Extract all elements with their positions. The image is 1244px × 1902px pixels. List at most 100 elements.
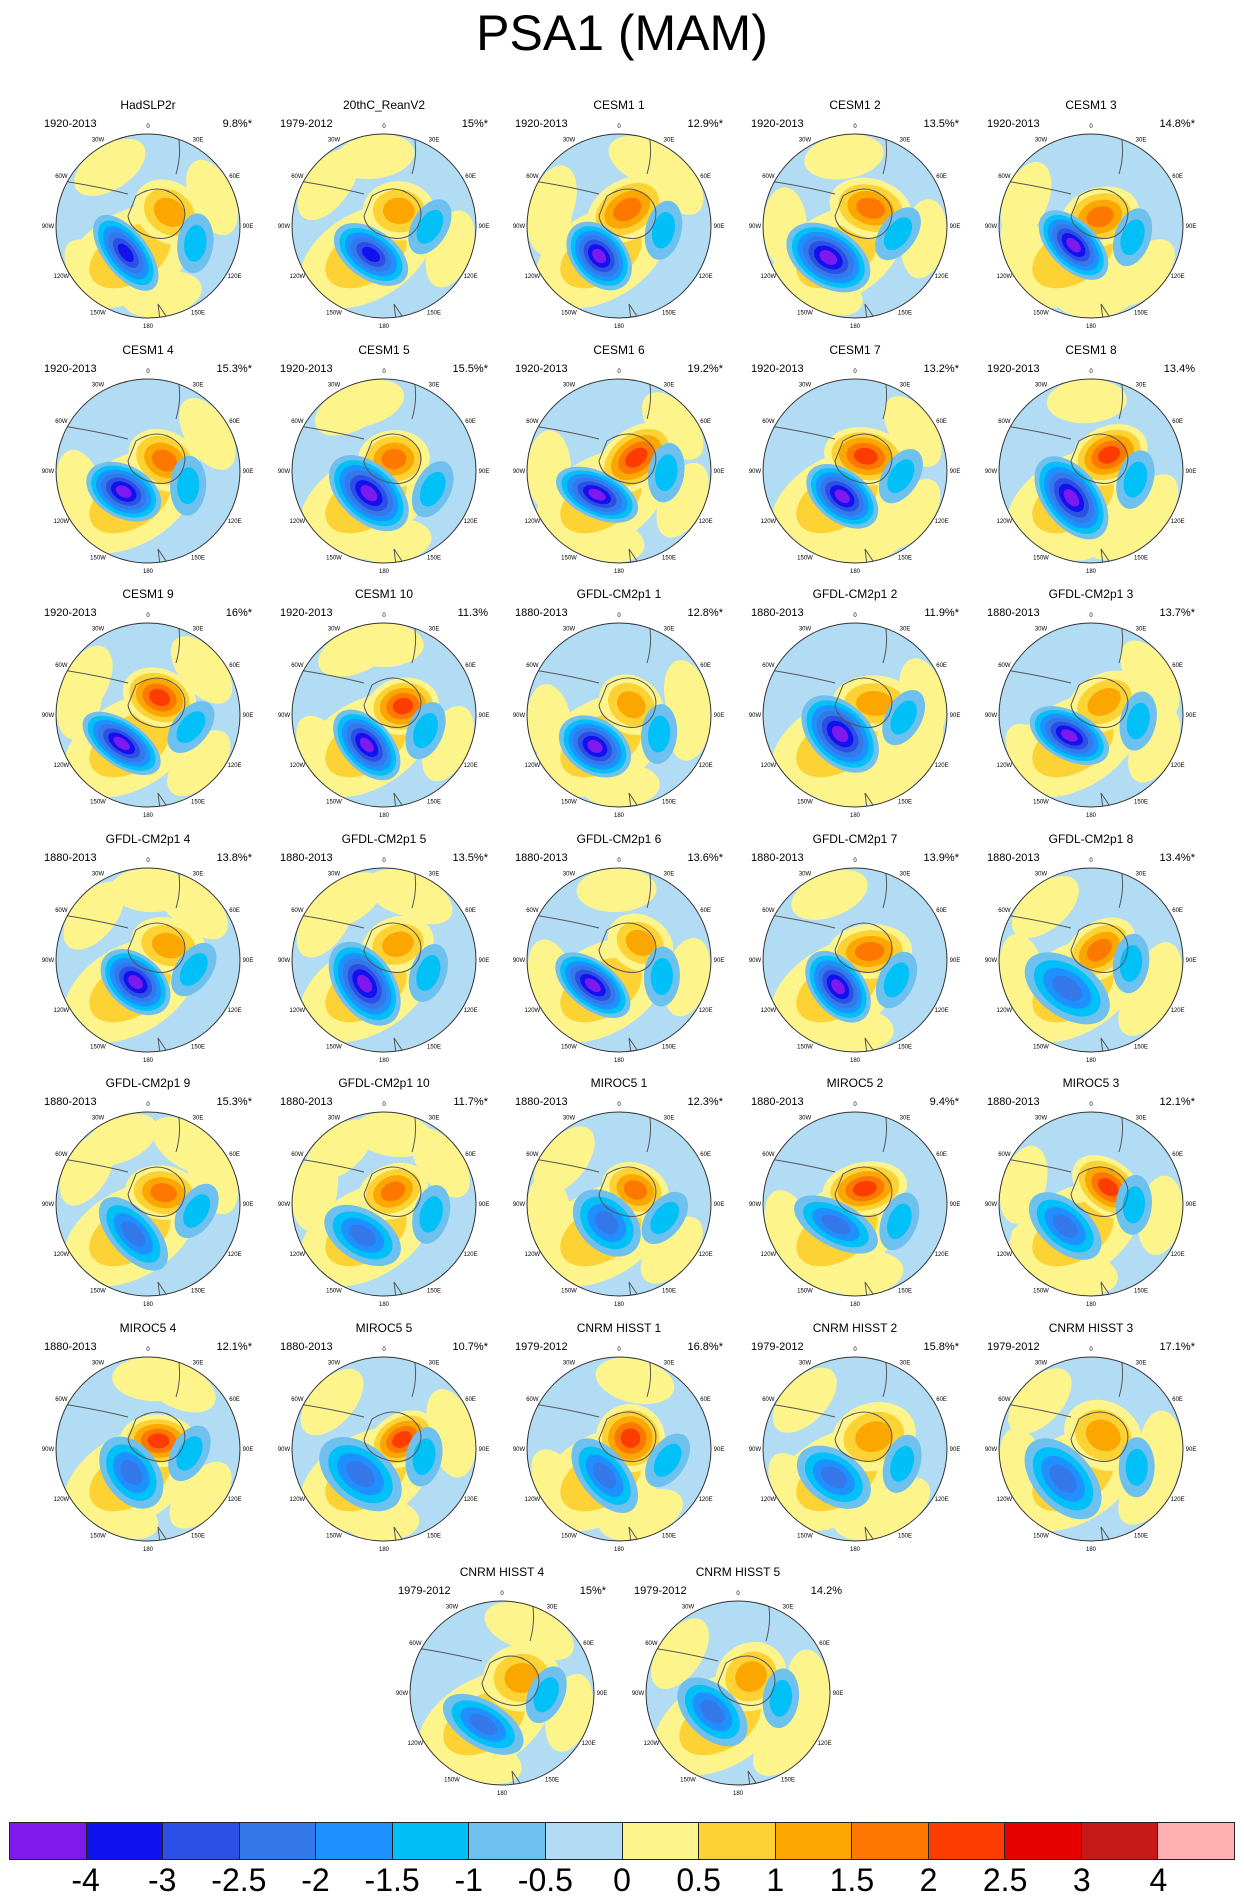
longitude-label: 60W <box>762 1397 775 1403</box>
positive-anomaly-center <box>149 688 171 707</box>
positive-anomaly-center <box>392 697 414 715</box>
colorbar-segment <box>852 1823 929 1859</box>
longitude-label: 150W <box>444 1778 460 1784</box>
negative-anomaly-zone <box>883 962 910 998</box>
longitude-label: 60W <box>291 1397 304 1403</box>
longitude-label: 180 <box>850 324 861 330</box>
antarctica-coastline <box>127 188 186 239</box>
longitude-label: 150E <box>427 800 441 806</box>
longitude-label: 90E <box>1186 469 1197 475</box>
longitude-label: 30W <box>799 1360 812 1366</box>
map-border <box>998 1111 1184 1297</box>
panel-period: 1979-2012 <box>398 1585 451 1597</box>
longitude-label: 0 <box>853 369 857 375</box>
longitude-label: 30W <box>563 626 576 632</box>
longitude-label: 60E <box>465 419 476 425</box>
new-zealand-coastline <box>1100 1526 1110 1541</box>
longitude-label: 60E <box>1172 908 1183 914</box>
longitude-label: 0 <box>1089 613 1093 619</box>
longitude-label: 60W <box>762 419 775 425</box>
longitude-label: 120W <box>761 519 777 525</box>
negative-anomaly-zone <box>413 712 438 749</box>
new-zealand-coastline <box>393 1037 403 1052</box>
panel-title: MIROC5 5 <box>355 1321 413 1335</box>
panel-variance-percent: 15%* <box>579 1585 606 1597</box>
antarctica-coastline <box>363 433 422 484</box>
longitude-label: 90W <box>42 224 55 230</box>
new-zealand-coastline <box>628 303 638 318</box>
map-panel: HadSLP2r 1920-2013 9.8%* 0 30E 60E 90E 120E 150E… <box>30 98 266 342</box>
panel-variance-percent: 9.8%* <box>222 118 252 130</box>
colorbar-label: 1 <box>766 1862 785 1898</box>
antarctica-coastline <box>598 1411 657 1462</box>
map-border <box>291 378 477 564</box>
negative-anomaly-zone <box>650 957 674 995</box>
longitude-label: 90E <box>479 713 490 719</box>
map-panel: 20thC_ReanV2 1979-2012 15%* 0 30E 60E 90E 120E 1… <box>266 98 502 342</box>
longitude-label: 90W <box>278 958 291 964</box>
positive-anomaly-zone <box>785 1649 830 1730</box>
longitude-label: 0 <box>382 369 386 375</box>
longitude-label: 30E <box>193 1115 204 1121</box>
negative-anomaly-center <box>821 1214 851 1235</box>
longitude-label: 60W <box>526 908 539 914</box>
longitude-label: 120W <box>997 1497 1013 1503</box>
longitude-label: 150W <box>797 556 813 562</box>
panel-period: 1880-2013 <box>751 1096 804 1108</box>
longitude-label: 150E <box>898 1045 912 1051</box>
longitude-label: 180 <box>850 813 861 819</box>
new-zealand-coastline <box>1100 303 1110 318</box>
longitude-label: 60W <box>998 1397 1011 1403</box>
positive-anomaly-center <box>1087 688 1121 716</box>
longitude-label: 150E <box>1134 311 1148 317</box>
longitude-label: 150E <box>1134 556 1148 562</box>
map-border <box>762 378 948 564</box>
positive-anomaly-center <box>153 197 186 227</box>
longitude-label: 150E <box>427 311 441 317</box>
colorbar-segment <box>239 1823 317 1859</box>
panel-variance-percent: 13.9%* <box>923 852 959 864</box>
map-border <box>291 867 477 1053</box>
longitude-label: 30W <box>92 1115 105 1121</box>
longitude-label: 60E <box>1172 1152 1183 1158</box>
panel-period: 1880-2013 <box>280 852 333 864</box>
positive-anomaly-zone <box>169 1461 232 1529</box>
panel-variance-percent: 15.3%* <box>216 363 252 375</box>
longitude-label: 90W <box>985 713 998 719</box>
panel-period: 1920-2013 <box>987 363 1040 375</box>
negative-anomaly-center <box>584 978 601 993</box>
panel-title: CESM1 7 <box>829 343 881 357</box>
longitude-label: 30W <box>446 1604 459 1610</box>
longitude-label: 180 <box>850 1547 861 1553</box>
panel-period: 1979-2012 <box>515 1341 568 1353</box>
longitude-label: 120W <box>525 1497 541 1503</box>
longitude-label: 0 <box>146 858 150 864</box>
longitude-label: 60E <box>700 1397 711 1403</box>
longitude-label: 180 <box>143 569 154 575</box>
positive-anomaly-zone <box>1008 1368 1072 1435</box>
longitude-label: 30W <box>563 382 576 388</box>
longitude-label: 180 <box>379 1302 390 1308</box>
longitude-label: 90W <box>632 1691 645 1697</box>
longitude-label: 120E <box>228 1252 242 1258</box>
new-zealand-coastline <box>511 1770 521 1785</box>
longitude-label: 30W <box>328 382 341 388</box>
longitude-label: 30E <box>900 871 911 877</box>
antarctica-coastline <box>598 188 657 239</box>
longitude-label: 0 <box>500 1591 504 1597</box>
longitude-label: 60W <box>291 1152 304 1158</box>
longitude-label: 150W <box>797 800 813 806</box>
new-zealand-coastline <box>864 1037 874 1052</box>
longitude-label: 90W <box>749 224 762 230</box>
new-zealand-coastline <box>157 792 167 807</box>
positive-anomaly-center <box>1097 1178 1119 1197</box>
panel-period: 1979-2012 <box>751 1341 804 1353</box>
negative-anomaly-zone <box>184 224 207 262</box>
negative-anomaly-center <box>115 485 132 498</box>
map-border <box>55 1111 241 1297</box>
antarctica-coastline <box>1070 433 1129 484</box>
longitude-label: 120E <box>228 274 242 280</box>
panel-period: 1920-2013 <box>44 363 97 375</box>
map-panel: GFDL-CM2p1 8 1880-2013 13.4%* 0 30E 60E 90E 120… <box>973 832 1209 1076</box>
panel-title: CNRM HISST 2 <box>812 1321 898 1335</box>
